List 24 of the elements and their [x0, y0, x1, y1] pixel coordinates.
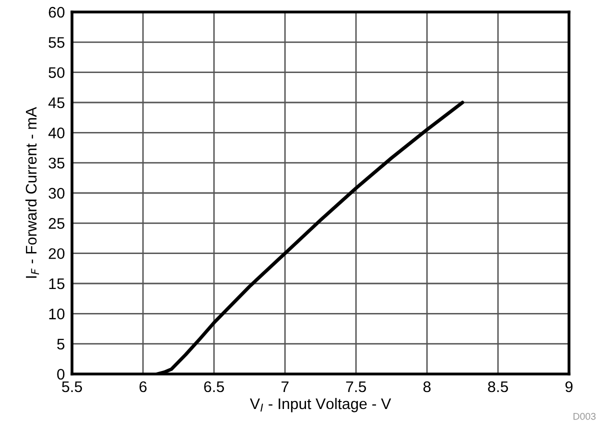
x-tick-label: 5.5 — [62, 382, 82, 392]
x-tick-label: 7 — [282, 382, 288, 392]
y-tick-label: 35 — [48, 158, 64, 169]
x-tick-label: 8.5 — [488, 381, 508, 392]
x-tick-label: 6.5 — [204, 381, 224, 392]
y-tick-label: 10 — [49, 308, 64, 320]
x-tick-label: 7.5 — [346, 382, 366, 392]
y-tick-label: 15 — [49, 278, 64, 290]
x-tick-label: 6 — [140, 381, 147, 392]
y-tick-label: 5 — [57, 338, 64, 350]
y-tick-label: 55 — [48, 37, 64, 48]
x-axis-title: V$_{I}$ - Input Voltage - V — [250, 398, 392, 412]
y-tick-label: 25 — [48, 218, 64, 229]
y-tick-label: 30 — [48, 188, 64, 199]
y-tick-label: 40 — [48, 128, 64, 138]
y-tick-label: 45 — [48, 98, 64, 108]
x-tick-label: 9 — [565, 381, 573, 392]
x-tick-label: 8 — [423, 381, 431, 392]
y-tick-label: 50 — [48, 67, 64, 78]
y-tick-label: 20 — [48, 248, 64, 260]
text: D003 — [574, 412, 596, 420]
y-tick-label: 0 — [57, 368, 64, 380]
y-tick-label: 60 — [48, 6, 64, 18]
y-axis-title: I$_{F}$ - Forward Current - mA — [25, 106, 39, 278]
